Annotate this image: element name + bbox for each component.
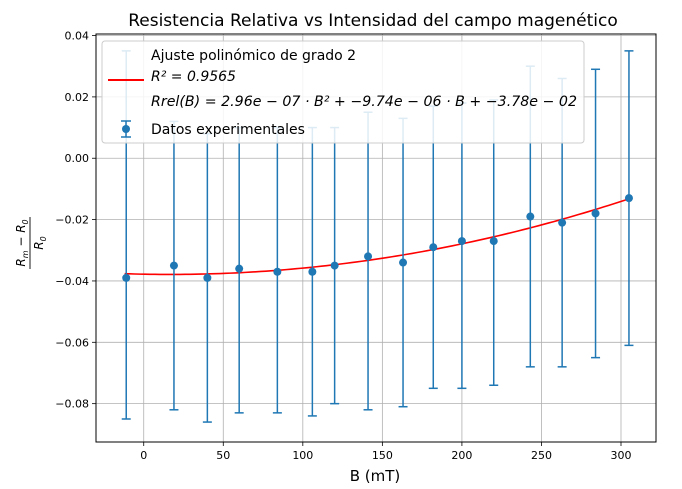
data-marker [591, 209, 600, 218]
data-marker [526, 212, 535, 221]
data-point [234, 126, 244, 414]
data-point [272, 126, 282, 414]
data-marker [558, 218, 567, 227]
legend-box [101, 40, 585, 144]
svg-text:Rm − R0: Rm − R0 [14, 219, 30, 266]
x-tick-label: 50 [216, 449, 230, 462]
data-marker [330, 261, 339, 270]
y-axis-label: Rm − R0 R0 [14, 217, 48, 269]
data-point [624, 50, 634, 347]
fit-curve-layer [124, 198, 630, 276]
legend-data-label: Datos experimentales [151, 122, 305, 138]
x-axis-ticks: 0 50 100 150 200 250 300 [140, 442, 632, 462]
data-point [398, 117, 408, 408]
data-marker [364, 252, 373, 261]
data-marker [203, 273, 212, 282]
data-point [457, 102, 467, 390]
y-tick-label: −0.06 [55, 336, 89, 349]
data-marker [169, 261, 178, 270]
data-point [489, 99, 499, 386]
legend: Ajuste polinómico de grado 2 R² = 0.9565… [101, 40, 585, 144]
legend-fit-label-1: Ajuste polinómico de grado 2 [151, 48, 356, 64]
data-point [307, 126, 317, 417]
data-point [330, 126, 340, 405]
fit-curve [124, 198, 630, 276]
x-axis-label: B (mT) [350, 467, 401, 485]
x-tick-label: 250 [531, 449, 552, 462]
legend-data-swatch [121, 120, 131, 138]
x-tick-label: 0 [140, 449, 147, 462]
data-point [591, 68, 601, 359]
legend-fit-label-2: R² = 0.9565 [151, 69, 236, 85]
x-tick-label: 300 [611, 449, 632, 462]
data-marker [273, 267, 282, 276]
data-marker [399, 258, 408, 267]
data-marker [489, 237, 498, 246]
data-marker [308, 267, 317, 276]
y-tick-label: −0.02 [55, 214, 89, 227]
data-marker [429, 243, 438, 252]
y-axis-ticks: −0.08 −0.06 −0.04 −0.02 0.00 0.02 0.04 [55, 30, 96, 411]
x-tick-label: 200 [451, 449, 472, 462]
chart-title: Resistencia Relativa vs Intensidad del c… [128, 11, 618, 31]
y-tick-label: 0.04 [65, 30, 90, 43]
data-marker [457, 237, 466, 246]
data-marker [122, 273, 131, 282]
data-marker [624, 194, 633, 203]
y-tick-label: 0.00 [65, 152, 90, 165]
y-tick-label: 0.02 [65, 91, 90, 104]
data-marker [235, 264, 244, 273]
plot-frame [95, 33, 657, 443]
y-tick-label: −0.08 [55, 398, 89, 411]
data-point [202, 132, 212, 423]
svg-text:R0: R0 [32, 236, 48, 249]
y-tick-label: −0.04 [55, 275, 89, 288]
x-tick-label: 150 [372, 449, 393, 462]
data-point [169, 120, 179, 411]
data-point [428, 105, 438, 390]
legend-fit-label-3: Rrel(B) = 2.96e − 07 · B² + −9.74e − 06 … [151, 94, 577, 110]
x-tick-label: 100 [292, 449, 313, 462]
